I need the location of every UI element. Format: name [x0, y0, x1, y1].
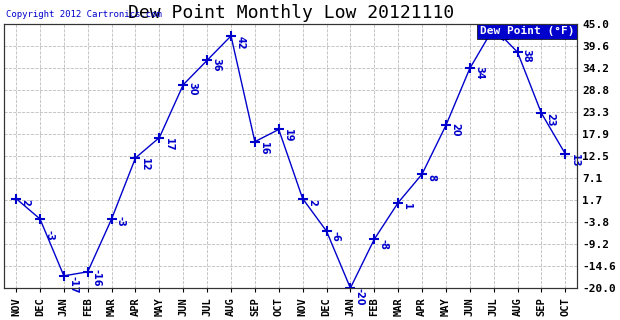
Text: 23: 23 — [546, 113, 556, 127]
Text: 16: 16 — [259, 142, 269, 155]
Text: -6: -6 — [330, 231, 340, 242]
Text: -17: -17 — [68, 276, 78, 293]
Text: 34: 34 — [474, 66, 484, 79]
Text: Copyright 2012 Cartronics.com: Copyright 2012 Cartronics.com — [6, 10, 162, 19]
Text: 30: 30 — [187, 82, 197, 95]
Text: -3: -3 — [116, 216, 126, 227]
Text: 38: 38 — [521, 49, 532, 63]
Text: 13: 13 — [569, 154, 580, 167]
Text: 17: 17 — [164, 138, 174, 151]
Text: -16: -16 — [92, 269, 102, 286]
Text: 2: 2 — [307, 199, 317, 205]
Text: 20: 20 — [450, 123, 460, 136]
Text: 8: 8 — [426, 174, 436, 181]
Text: 36: 36 — [211, 58, 221, 71]
Text: 12: 12 — [140, 158, 149, 172]
Text: 44: 44 — [498, 28, 508, 41]
Text: 19: 19 — [283, 130, 293, 143]
Text: -3: -3 — [44, 230, 54, 241]
Text: 2: 2 — [20, 199, 30, 205]
Text: Dew Point (°F): Dew Point (°F) — [480, 26, 574, 36]
Text: -8: -8 — [378, 239, 389, 250]
Title: Dew Point Monthly Low 20121110: Dew Point Monthly Low 20121110 — [128, 4, 454, 22]
Text: 1: 1 — [402, 203, 412, 209]
Text: 42: 42 — [235, 36, 245, 49]
Text: -20: -20 — [355, 288, 365, 306]
